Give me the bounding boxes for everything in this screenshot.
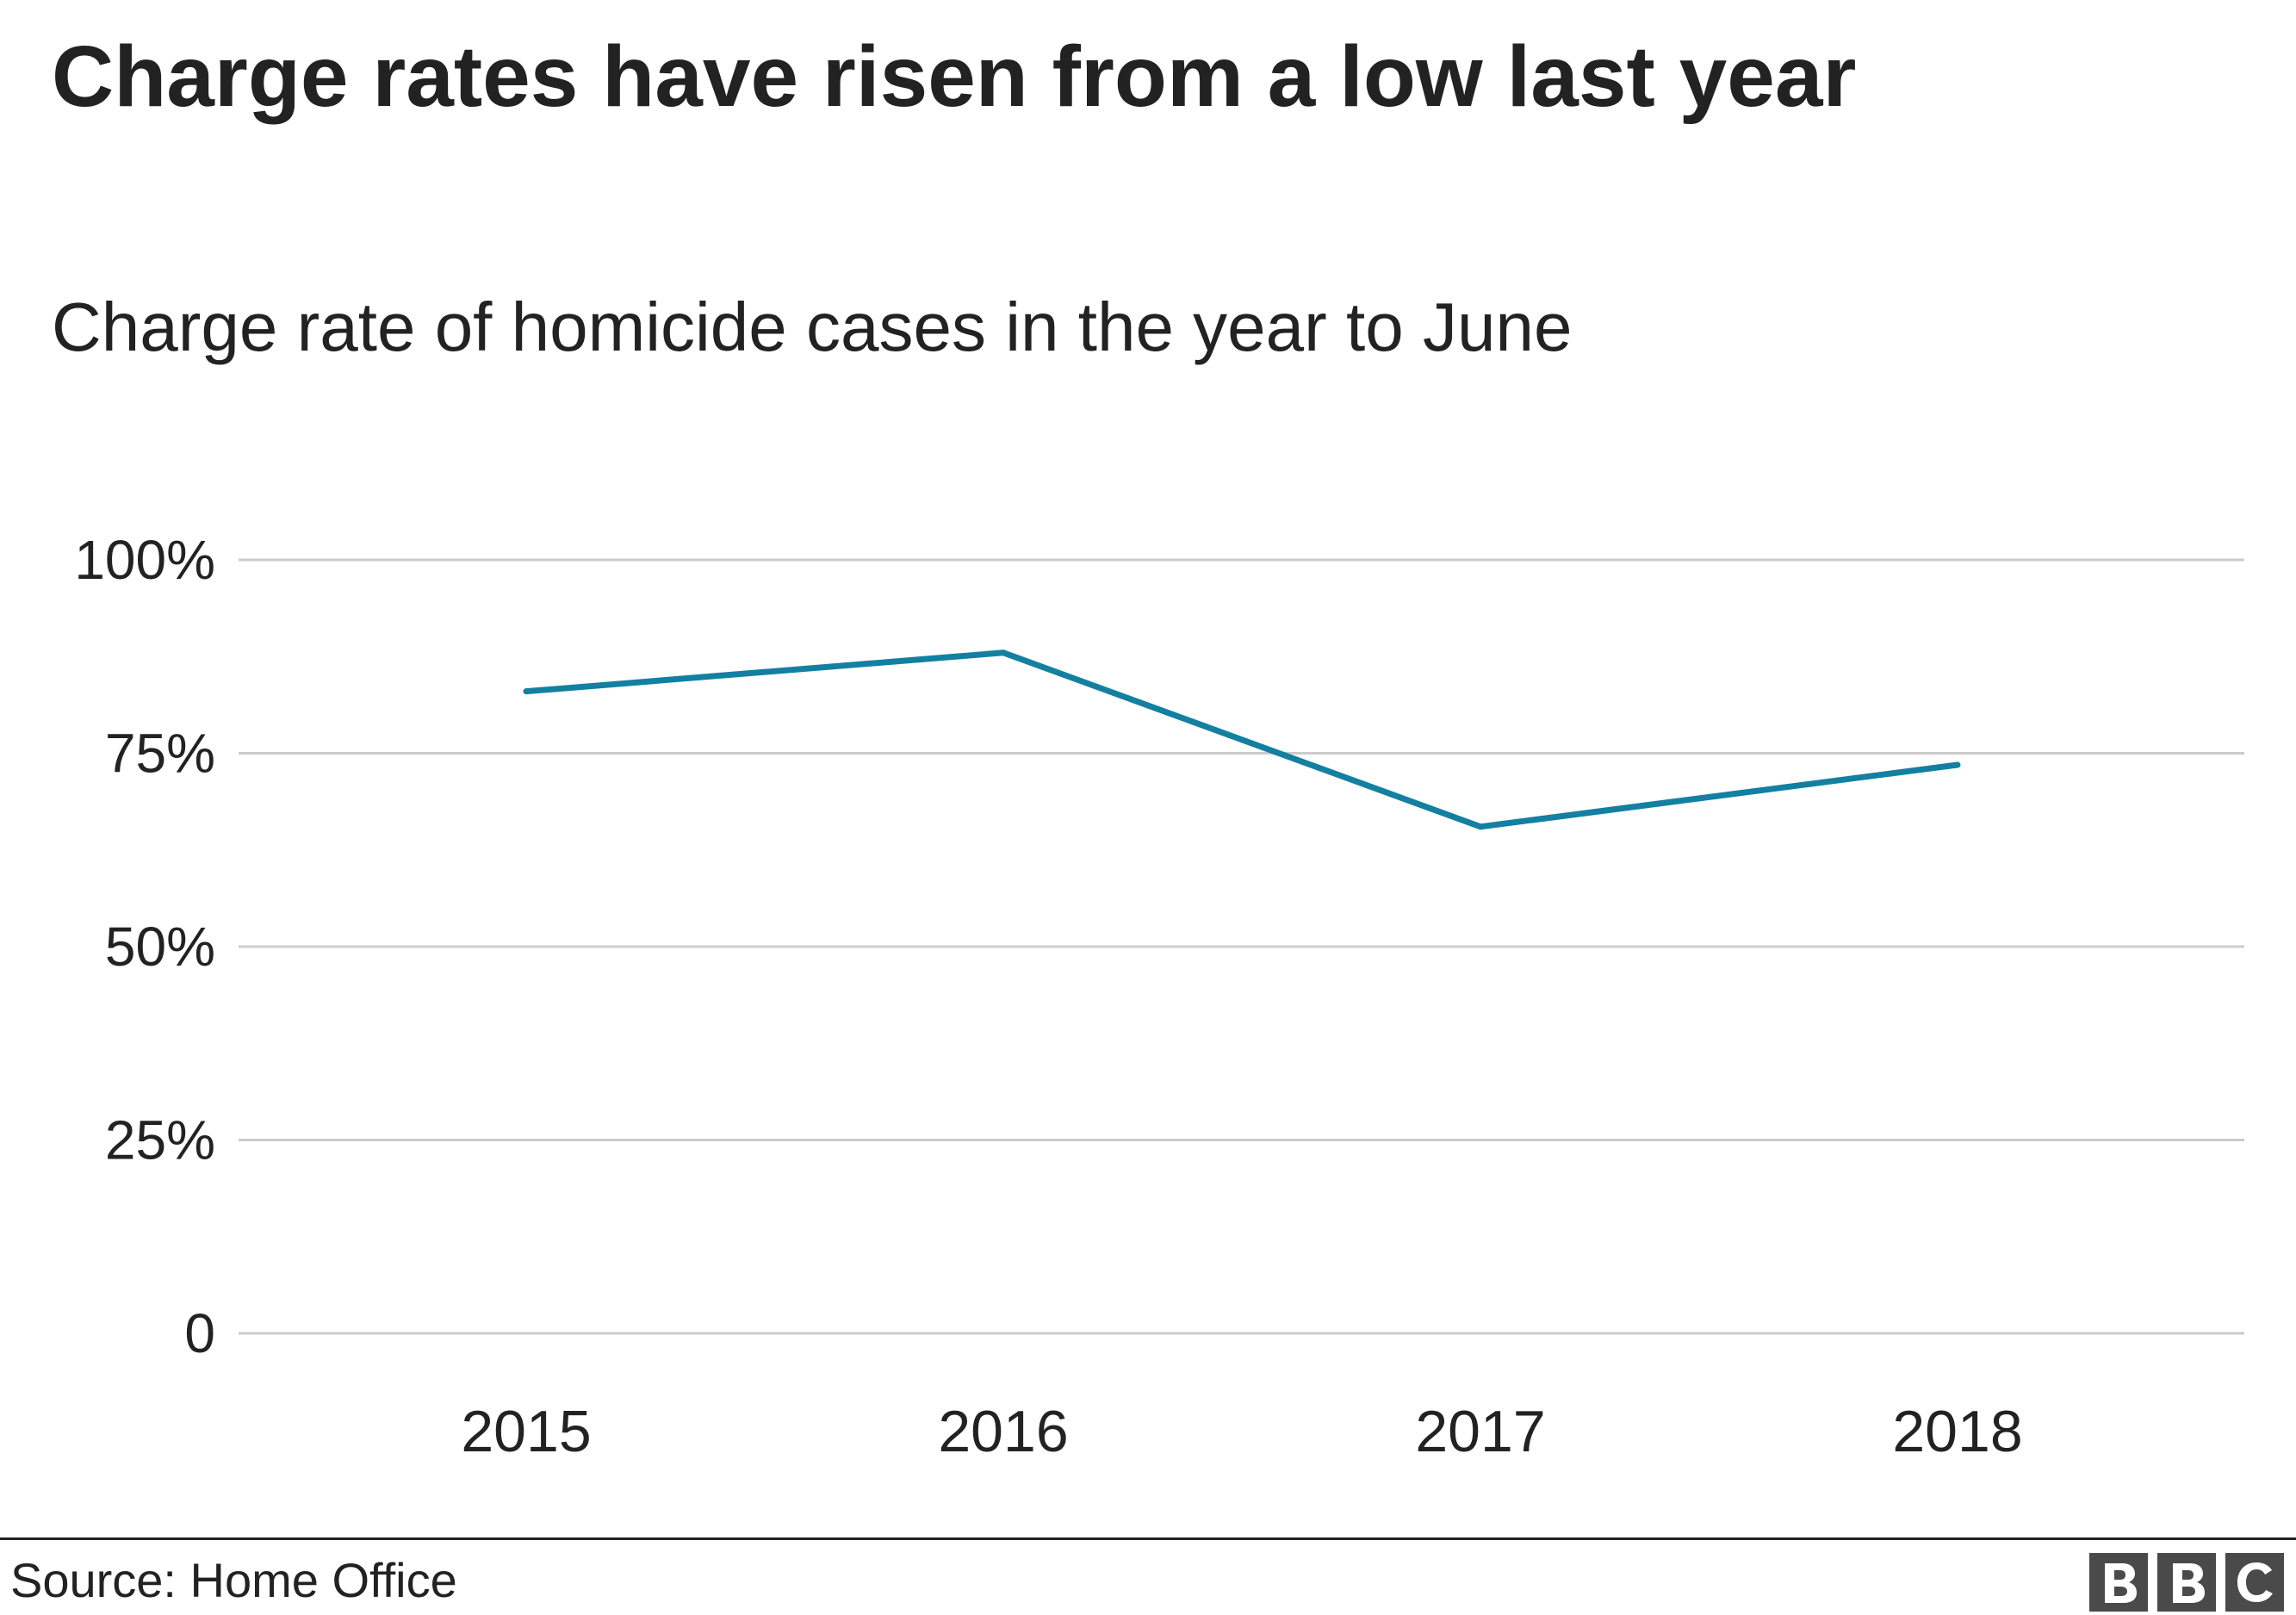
data-point-2016 [1000, 649, 1007, 656]
data-point-2017 [1477, 823, 1484, 830]
footer-divider [0, 1537, 2296, 1540]
bbc-logo-block-b2 [2157, 1553, 2216, 1612]
chart-subtitle: Charge rate of homicide cases in the yea… [52, 289, 1573, 365]
data-point-2018 [1954, 761, 1961, 768]
bbc-logo-block-b1 [2089, 1553, 2148, 1612]
series-line [525, 649, 1958, 830]
x-axis-tick-labels: 2015 2016 2017 2018 [461, 1399, 2022, 1464]
y-tick-label: 50% [105, 916, 215, 978]
gridlines [239, 558, 2244, 1335]
data-point-2015 [523, 688, 530, 695]
y-tick-label: 0 [184, 1302, 215, 1364]
chart-title: Charge rates have risen from a low last … [52, 28, 1857, 125]
x-tick-label: 2017 [1415, 1399, 1545, 1464]
y-tick-label: 75% [105, 723, 215, 785]
x-tick-label: 2018 [1892, 1399, 2022, 1464]
source-note: Source: Home Office [10, 1553, 457, 1607]
y-tick-label: 25% [105, 1109, 215, 1171]
x-tick-label: 2015 [461, 1399, 591, 1464]
bbc-logo-block-c [2225, 1553, 2284, 1612]
bbc-logo [2089, 1553, 2284, 1612]
data-series [523, 649, 1961, 830]
y-axis-tick-labels: 0 25% 50% 75% 100% [74, 529, 215, 1364]
y-tick-label: 100% [74, 529, 215, 591]
x-tick-label: 2016 [938, 1399, 1068, 1464]
